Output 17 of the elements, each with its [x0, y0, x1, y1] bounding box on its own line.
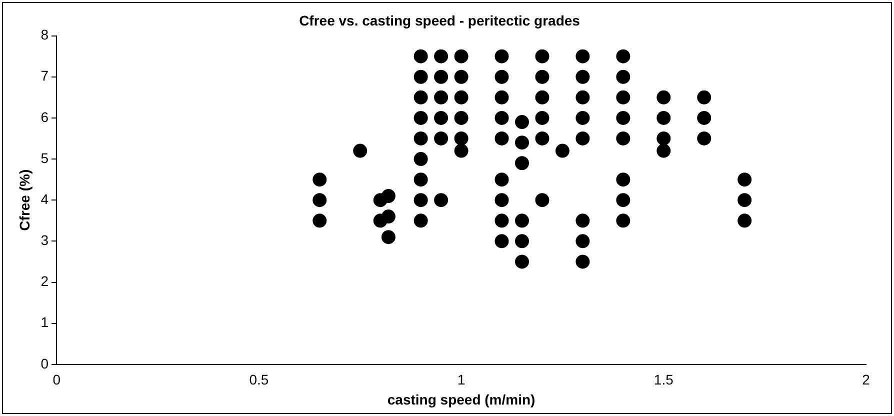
x-tick-label: 0.5 — [249, 372, 269, 388]
y-tick-label: 8 — [40, 26, 49, 43]
y-tick-label: 3 — [40, 232, 49, 248]
y-tick-label: 4 — [40, 190, 49, 207]
x-tick-label: 1.5 — [654, 372, 674, 388]
chart-title: Cfree vs. casting speed - peritectic grades — [299, 12, 580, 28]
y-tick-label: 1 — [40, 314, 49, 330]
y-tick-label: 5 — [40, 150, 49, 166]
x-tick-label: 2 — [862, 372, 870, 388]
y-tick-label: 6 — [40, 108, 49, 125]
x-tick-label: 1 — [457, 372, 466, 388]
y-tick-label: 2 — [40, 273, 49, 290]
y-axis-title: Cfree (%) — [16, 169, 32, 231]
y-tick-label: 7 — [40, 68, 49, 84]
y-tick-label: 0 — [40, 355, 49, 372]
x-tick-label: 0 — [52, 372, 61, 388]
x-axis-title: casting speed (m/min) — [387, 391, 536, 408]
